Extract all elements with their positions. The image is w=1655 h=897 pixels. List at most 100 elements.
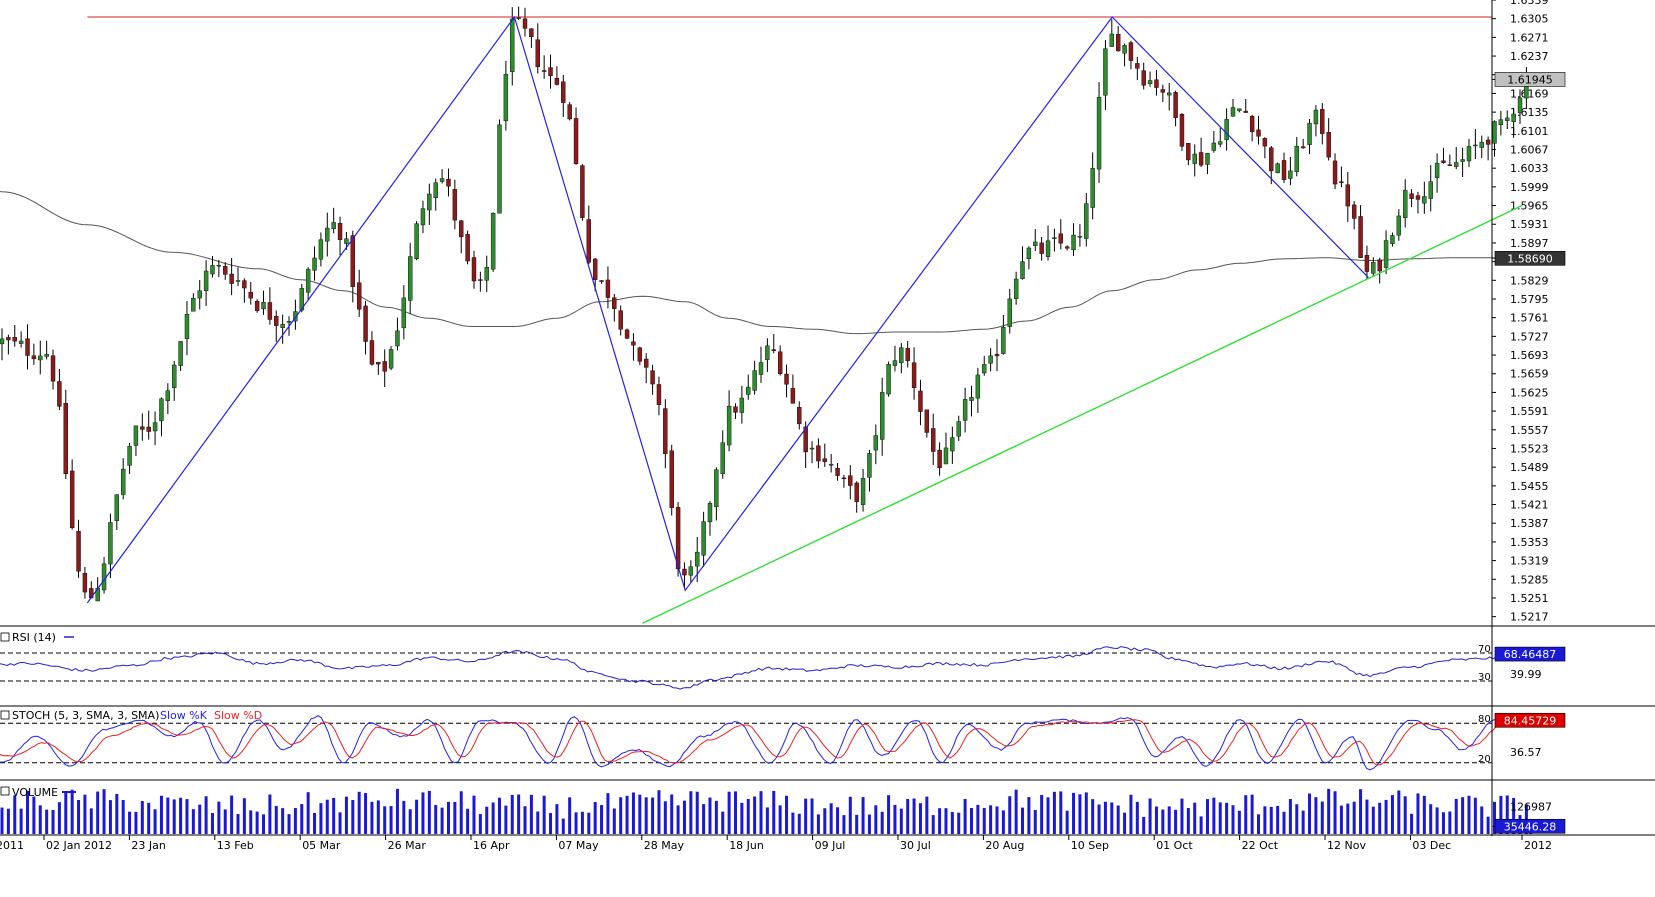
candle-body [1281,160,1287,180]
candle-body [280,324,285,328]
candle-body [478,279,483,281]
candle [18,331,24,348]
candle [1415,191,1421,214]
candle [586,205,591,265]
candle-body [1090,168,1095,208]
volume-bar [746,798,750,834]
volume-bar [210,812,214,834]
candle-body [1358,216,1363,258]
candle [1141,62,1146,90]
volume-bar [1059,791,1063,834]
candle [293,299,298,330]
last-price-label: 1.61945 [1494,72,1566,87]
candle [969,385,974,417]
candle-body [1224,119,1229,141]
support-trendline [642,204,1523,624]
candle-body [1020,261,1025,279]
candle [522,7,528,37]
volume-bar [580,811,584,834]
candle [612,293,617,322]
volume-bar [440,807,444,834]
x-tick-label: 02 Jan 2012 [46,839,112,852]
x-tick-label: 05 Mar [302,839,341,852]
candle-body [726,405,732,446]
candle [924,409,930,438]
volume-bar [1129,794,1133,834]
candle [50,349,56,390]
volume-bar [1461,797,1465,834]
volume-bar [542,795,546,834]
volume-bar [408,809,412,834]
candle-body [682,568,687,576]
volume-bar [785,795,789,834]
x-tick-label: 07 May [558,839,599,852]
candle [682,562,687,589]
candle-body [1154,79,1159,88]
volume-bar [950,812,954,834]
price-tick-label: 1.5693 [1510,349,1549,362]
volume-bar [644,797,648,834]
volume-bar [1410,813,1414,834]
candle-body [197,290,202,299]
volume-bar [1199,816,1203,834]
volume-bar [1250,794,1254,834]
candle [1332,153,1338,190]
candle-body [746,386,751,395]
candle-body [911,362,917,389]
candle [669,444,674,516]
price-tick-label: 1.5829 [1510,274,1549,287]
candle [618,305,623,336]
candle [1033,229,1038,252]
candle [835,462,840,481]
candle-body [1485,139,1491,145]
volume-bar [1065,810,1069,834]
candle [663,399,668,469]
volume-bar [1288,799,1292,834]
candle [1371,257,1376,277]
candle [1281,152,1287,183]
candle-body [924,409,930,433]
candle [1294,137,1299,177]
candle-body [242,280,247,289]
price-tick-label: 1.5455 [1510,480,1549,493]
candle [950,426,955,464]
candle-body [714,469,719,507]
volume-bar [434,805,438,834]
volume-bar [1422,795,1426,834]
volume-bar [612,808,616,834]
candle-body [962,399,968,421]
candle-body [1460,159,1465,162]
candle-body [1179,114,1185,147]
candle-body [899,347,904,364]
candle-body [312,257,317,271]
price-tick-label: 1.5217 [1510,611,1549,624]
candle [873,424,879,465]
volume-bar [976,804,980,834]
volume-bar [1384,799,1388,834]
volume-bar [982,807,986,834]
volume-bar [574,812,578,834]
volume-bar [198,804,202,834]
candle-body [950,437,955,452]
last-price-label-box [1494,72,1566,87]
candle-body [554,77,560,85]
candle-body [427,193,432,211]
candle [573,107,579,165]
candle-body [1434,162,1440,178]
volume-bar [600,805,604,834]
candle-body [1013,278,1019,299]
candle [1377,257,1382,284]
volume-bar [1167,806,1171,834]
candle-body [146,426,151,432]
candle [822,443,827,467]
price-tick-label: 1.5319 [1510,555,1549,568]
candle-body [369,340,375,365]
volume-bar [810,798,814,834]
volume-bar [689,791,693,834]
volume-bar [370,801,374,834]
candle [497,119,502,214]
candle-body [178,341,183,366]
volume-bar [1078,794,1082,834]
price-tick-label: 1.6169 [1510,87,1549,100]
volume-bar [529,794,533,834]
